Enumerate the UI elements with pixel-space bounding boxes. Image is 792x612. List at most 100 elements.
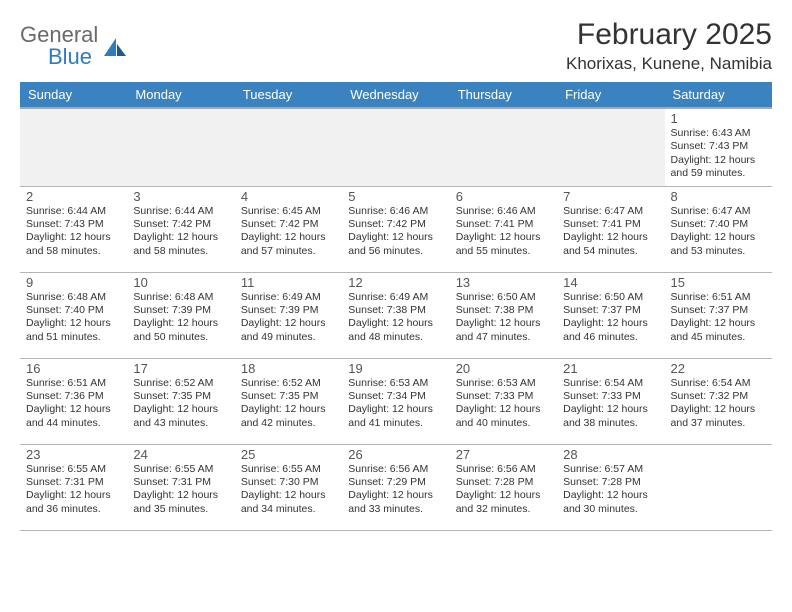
day-number: 11 — [241, 275, 336, 290]
empty-cell — [235, 108, 342, 186]
location: Khorixas, Kunene, Namibia — [566, 54, 772, 74]
day-cell: 24Sunrise: 6:55 AMSunset: 7:31 PMDayligh… — [127, 444, 234, 530]
day-number: 19 — [348, 361, 443, 376]
empty-cell — [127, 108, 234, 186]
day-info: Sunrise: 6:47 AMSunset: 7:40 PMDaylight:… — [671, 205, 766, 259]
day-cell: 5Sunrise: 6:46 AMSunset: 7:42 PMDaylight… — [342, 186, 449, 272]
day-cell: 1Sunrise: 6:43 AMSunset: 7:43 PMDaylight… — [665, 108, 772, 186]
logo-sail-icon — [102, 36, 128, 58]
day-cell: 22Sunrise: 6:54 AMSunset: 7:32 PMDayligh… — [665, 358, 772, 444]
day-number: 26 — [348, 447, 443, 462]
month-title: February 2025 — [566, 18, 772, 52]
col-friday: Friday — [557, 82, 664, 108]
day-info: Sunrise: 6:50 AMSunset: 7:37 PMDaylight:… — [563, 291, 658, 345]
day-info: Sunrise: 6:47 AMSunset: 7:41 PMDaylight:… — [563, 205, 658, 259]
col-sunday: Sunday — [20, 82, 127, 108]
day-cell: 10Sunrise: 6:48 AMSunset: 7:39 PMDayligh… — [127, 272, 234, 358]
day-cell: 15Sunrise: 6:51 AMSunset: 7:37 PMDayligh… — [665, 272, 772, 358]
day-number: 25 — [241, 447, 336, 462]
col-tuesday: Tuesday — [235, 82, 342, 108]
day-cell: 26Sunrise: 6:56 AMSunset: 7:29 PMDayligh… — [342, 444, 449, 530]
empty-cell — [557, 108, 664, 186]
day-number: 28 — [563, 447, 658, 462]
day-number: 4 — [241, 189, 336, 204]
day-number: 12 — [348, 275, 443, 290]
day-info: Sunrise: 6:46 AMSunset: 7:42 PMDaylight:… — [348, 205, 443, 259]
day-info: Sunrise: 6:48 AMSunset: 7:39 PMDaylight:… — [133, 291, 228, 345]
day-number: 17 — [133, 361, 228, 376]
day-number: 9 — [26, 275, 121, 290]
logo: General Blue — [20, 22, 128, 70]
day-info: Sunrise: 6:48 AMSunset: 7:40 PMDaylight:… — [26, 291, 121, 345]
empty-cell — [450, 108, 557, 186]
day-number: 14 — [563, 275, 658, 290]
day-number: 7 — [563, 189, 658, 204]
col-thursday: Thursday — [450, 82, 557, 108]
calendar-body: 1Sunrise: 6:43 AMSunset: 7:43 PMDaylight… — [20, 108, 772, 530]
day-info: Sunrise: 6:55 AMSunset: 7:31 PMDaylight:… — [26, 463, 121, 517]
day-number: 21 — [563, 361, 658, 376]
logo-word2: Blue — [48, 44, 98, 70]
day-cell: 13Sunrise: 6:50 AMSunset: 7:38 PMDayligh… — [450, 272, 557, 358]
day-info: Sunrise: 6:51 AMSunset: 7:36 PMDaylight:… — [26, 377, 121, 431]
day-info: Sunrise: 6:56 AMSunset: 7:29 PMDaylight:… — [348, 463, 443, 517]
day-number: 5 — [348, 189, 443, 204]
day-number: 20 — [456, 361, 551, 376]
col-saturday: Saturday — [665, 82, 772, 108]
day-cell: 25Sunrise: 6:55 AMSunset: 7:30 PMDayligh… — [235, 444, 342, 530]
day-number: 13 — [456, 275, 551, 290]
day-cell: 12Sunrise: 6:49 AMSunset: 7:38 PMDayligh… — [342, 272, 449, 358]
day-info: Sunrise: 6:55 AMSunset: 7:30 PMDaylight:… — [241, 463, 336, 517]
day-info: Sunrise: 6:51 AMSunset: 7:37 PMDaylight:… — [671, 291, 766, 345]
weekday-header-row: Sunday Monday Tuesday Wednesday Thursday… — [20, 82, 772, 108]
day-info: Sunrise: 6:43 AMSunset: 7:43 PMDaylight:… — [671, 127, 766, 181]
day-number: 1 — [671, 111, 766, 126]
day-info: Sunrise: 6:44 AMSunset: 7:42 PMDaylight:… — [133, 205, 228, 259]
day-cell: 7Sunrise: 6:47 AMSunset: 7:41 PMDaylight… — [557, 186, 664, 272]
title-block: February 2025 Khorixas, Kunene, Namibia — [566, 18, 772, 74]
day-info: Sunrise: 6:46 AMSunset: 7:41 PMDaylight:… — [456, 205, 551, 259]
day-cell: 11Sunrise: 6:49 AMSunset: 7:39 PMDayligh… — [235, 272, 342, 358]
day-cell: 8Sunrise: 6:47 AMSunset: 7:40 PMDaylight… — [665, 186, 772, 272]
day-cell: 27Sunrise: 6:56 AMSunset: 7:28 PMDayligh… — [450, 444, 557, 530]
day-info: Sunrise: 6:54 AMSunset: 7:32 PMDaylight:… — [671, 377, 766, 431]
day-number: 10 — [133, 275, 228, 290]
col-wednesday: Wednesday — [342, 82, 449, 108]
calendar-row: 16Sunrise: 6:51 AMSunset: 7:36 PMDayligh… — [20, 358, 772, 444]
day-info: Sunrise: 6:49 AMSunset: 7:39 PMDaylight:… — [241, 291, 336, 345]
day-info: Sunrise: 6:52 AMSunset: 7:35 PMDaylight:… — [241, 377, 336, 431]
day-info: Sunrise: 6:45 AMSunset: 7:42 PMDaylight:… — [241, 205, 336, 259]
day-number: 22 — [671, 361, 766, 376]
day-info: Sunrise: 6:54 AMSunset: 7:33 PMDaylight:… — [563, 377, 658, 431]
day-cell: 20Sunrise: 6:53 AMSunset: 7:33 PMDayligh… — [450, 358, 557, 444]
day-number: 23 — [26, 447, 121, 462]
calendar-row: 9Sunrise: 6:48 AMSunset: 7:40 PMDaylight… — [20, 272, 772, 358]
day-info: Sunrise: 6:50 AMSunset: 7:38 PMDaylight:… — [456, 291, 551, 345]
day-number: 6 — [456, 189, 551, 204]
day-info: Sunrise: 6:56 AMSunset: 7:28 PMDaylight:… — [456, 463, 551, 517]
day-number: 18 — [241, 361, 336, 376]
empty-cell — [665, 444, 772, 530]
day-info: Sunrise: 6:57 AMSunset: 7:28 PMDaylight:… — [563, 463, 658, 517]
day-info: Sunrise: 6:53 AMSunset: 7:33 PMDaylight:… — [456, 377, 551, 431]
day-number: 15 — [671, 275, 766, 290]
col-monday: Monday — [127, 82, 234, 108]
day-number: 3 — [133, 189, 228, 204]
day-info: Sunrise: 6:49 AMSunset: 7:38 PMDaylight:… — [348, 291, 443, 345]
day-number: 2 — [26, 189, 121, 204]
day-cell: 14Sunrise: 6:50 AMSunset: 7:37 PMDayligh… — [557, 272, 664, 358]
empty-cell — [342, 108, 449, 186]
day-cell: 21Sunrise: 6:54 AMSunset: 7:33 PMDayligh… — [557, 358, 664, 444]
day-info: Sunrise: 6:53 AMSunset: 7:34 PMDaylight:… — [348, 377, 443, 431]
day-cell: 18Sunrise: 6:52 AMSunset: 7:35 PMDayligh… — [235, 358, 342, 444]
calendar-row: 2Sunrise: 6:44 AMSunset: 7:43 PMDaylight… — [20, 186, 772, 272]
day-cell: 2Sunrise: 6:44 AMSunset: 7:43 PMDaylight… — [20, 186, 127, 272]
page-header: General Blue February 2025 Khorixas, Kun… — [20, 18, 772, 74]
day-info: Sunrise: 6:55 AMSunset: 7:31 PMDaylight:… — [133, 463, 228, 517]
calendar-row: 23Sunrise: 6:55 AMSunset: 7:31 PMDayligh… — [20, 444, 772, 530]
empty-cell — [20, 108, 127, 186]
calendar-table: Sunday Monday Tuesday Wednesday Thursday… — [20, 82, 772, 531]
day-number: 16 — [26, 361, 121, 376]
day-cell: 19Sunrise: 6:53 AMSunset: 7:34 PMDayligh… — [342, 358, 449, 444]
day-number: 24 — [133, 447, 228, 462]
